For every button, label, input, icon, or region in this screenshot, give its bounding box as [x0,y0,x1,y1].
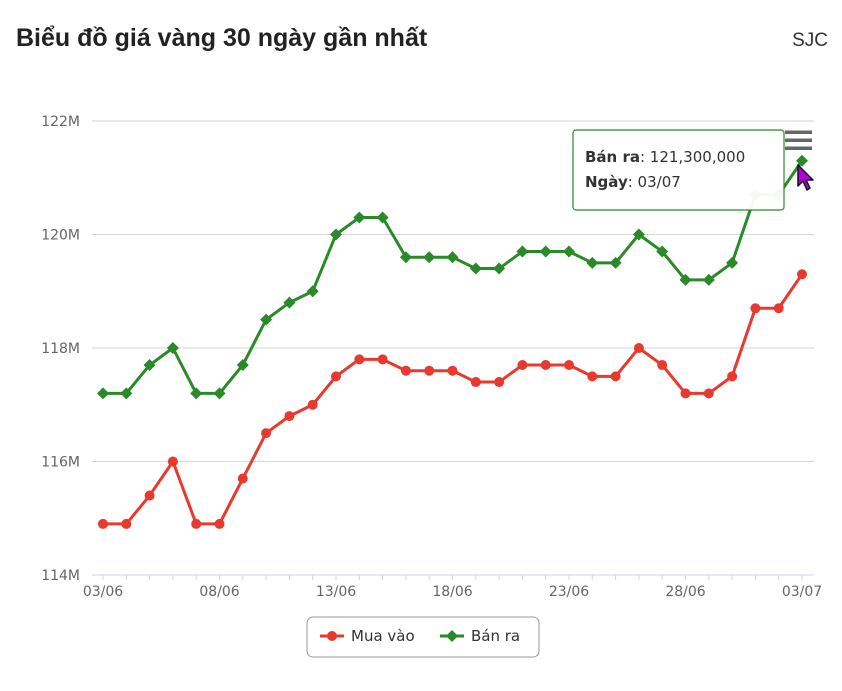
data-point-marker [609,256,622,269]
data-point-marker [656,245,669,258]
x-tick-label: 03/06 [83,584,123,600]
data-point-marker [120,387,133,400]
menu-bar [785,146,812,150]
x-tick-label: 08/06 [199,584,239,600]
data-point-marker [307,399,318,410]
data-point-marker [214,518,225,529]
legend: Mua vào Bán ra [306,616,540,658]
data-point-marker [353,211,366,224]
data-point-marker [283,296,296,309]
data-point-marker [376,211,389,224]
data-point-marker [470,377,481,388]
x-tick-label: 13/06 [316,584,356,600]
data-point-marker [213,387,226,400]
mouse-cursor-icon [797,164,814,191]
data-point-marker [143,359,156,372]
menu-bar [785,130,812,134]
data-point-marker [540,360,551,371]
legend-label: Bán ra [471,627,520,645]
legend-box [306,616,540,658]
tooltip-box [572,129,785,211]
tooltip: Bán ra: 121,300,000 Ngày: 03/07 [572,129,785,211]
tooltip-series-label: Bán ra [585,148,640,166]
legend-marker [327,631,337,641]
data-point-marker [493,262,506,275]
data-point-marker [236,359,249,372]
data-point-marker [330,228,342,241]
data-point-marker [726,256,739,269]
data-point-marker [423,251,436,264]
data-point-marker [796,154,808,167]
x-tick-label: 23/06 [549,584,589,600]
x-tick-label: 28/06 [665,584,705,600]
data-point-marker [750,303,761,314]
data-point-marker [657,360,668,371]
data-point-marker [377,354,388,365]
data-point-marker [586,256,599,269]
data-point-marker [121,518,132,529]
y-tick-label: 118M [41,341,80,357]
y-tick-label: 116M [41,455,80,471]
data-point-marker [797,269,807,280]
data-point-marker [261,428,272,439]
data-point-marker [167,456,178,467]
data-point-marker [190,387,203,400]
menu-bar [785,138,812,142]
data-point-marker [564,360,574,371]
tooltip-date: : 03/07 [628,173,681,191]
data-point-marker [703,388,714,399]
data-point-marker [517,360,528,371]
series-line [103,273,804,526]
data-point-marker [237,473,248,484]
data-point-marker [632,228,645,241]
data-point-marker [680,388,691,399]
data-point-marker [424,365,435,376]
chart-title: Biểu đồ giá vàng 30 ngày gần nhất [16,24,428,52]
data-point-marker [539,245,552,258]
tooltip-date-label: Ngày [585,173,628,191]
data-point-marker [354,354,365,365]
data-point-marker [563,245,575,258]
data-point-marker [260,313,273,326]
data-point-marker [494,377,505,388]
data-point-marker [446,251,459,264]
tooltip-value: : 121,300,000 [640,148,745,166]
x-tick-label: 18/06 [432,584,472,600]
tooltip-line-date: Ngày: 03/07 [585,173,681,191]
legend-item[interactable]: Mua vào [320,627,415,645]
data-point-marker [331,371,341,382]
data-point-marker [702,273,715,286]
data-point-marker [679,273,692,286]
data-point-marker [191,518,202,529]
data-point-marker [516,245,529,258]
data-point-marker [727,371,738,382]
brand-label: SJC [792,30,828,51]
data-point-marker [447,365,458,376]
data-point-marker [587,371,598,382]
data-point-marker [469,262,482,275]
data-point-marker [773,303,784,314]
y-tick-label: 122M [41,114,80,130]
data-point-marker [144,490,155,501]
y-tick-label: 120M [41,228,80,244]
data-point-marker [633,343,644,353]
legend-item[interactable]: Bán ra [440,627,520,645]
data-point-marker [166,342,179,354]
legend-label: Mua vào [351,627,415,645]
y-tick-label: 114M [41,568,80,584]
data-point-marker [97,387,109,400]
data-point-marker [399,251,412,264]
tooltip-line-value: Bán ra: 121,300,000 [585,148,745,166]
data-point-marker [306,285,319,298]
data-point-marker [610,371,621,382]
data-point-marker [284,411,295,422]
hamburger-menu-icon[interactable] [785,130,812,151]
x-tick-label: 03/07 [782,584,822,600]
data-point-marker [98,518,108,529]
legend-marker [446,630,458,642]
data-point-marker [400,365,411,376]
